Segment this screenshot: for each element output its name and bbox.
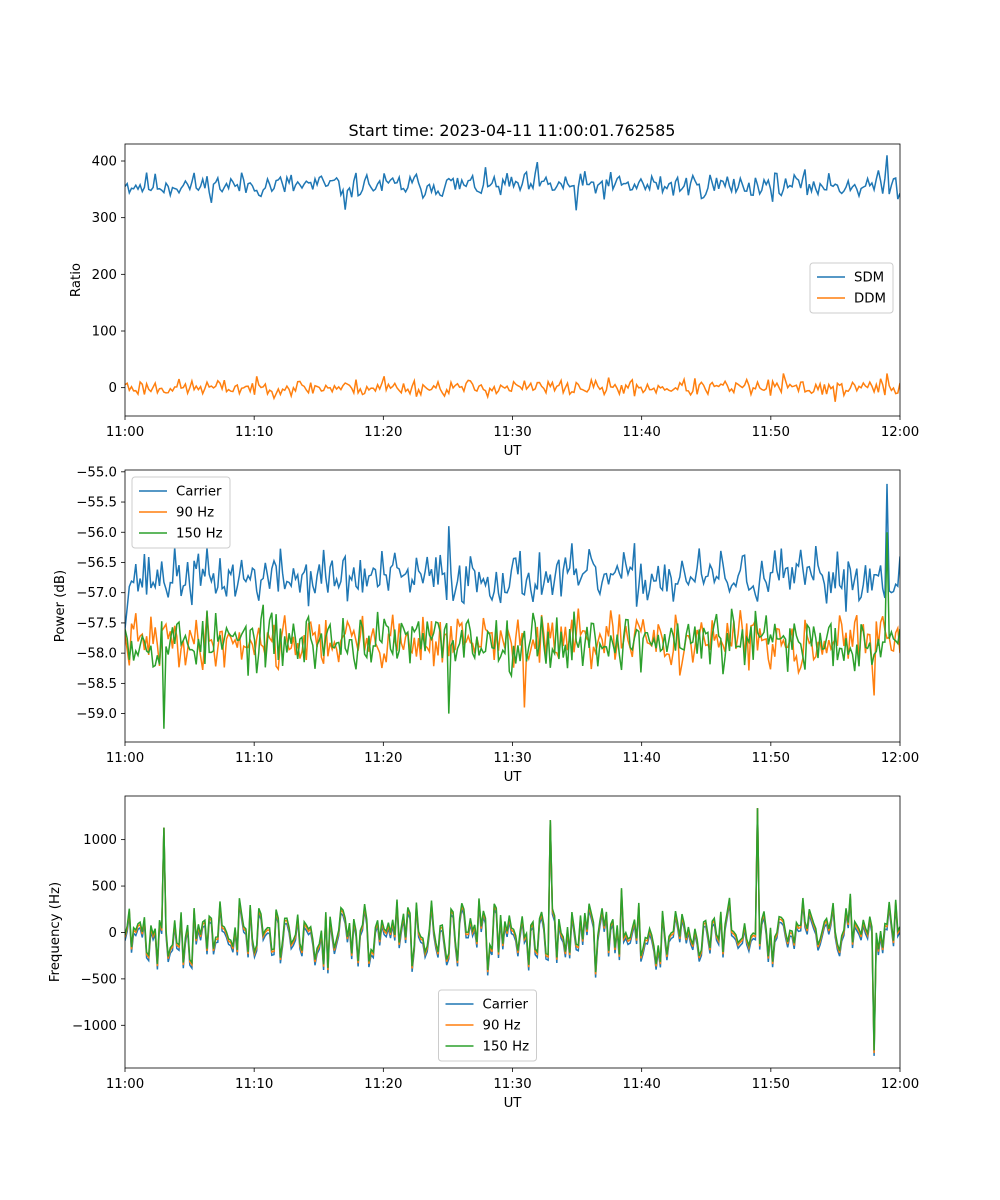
series-line-sdm	[125, 155, 900, 211]
y-tick-label: −58.5	[76, 677, 117, 692]
figure-title: Start time: 2023-04-11 11:00:01.762585	[349, 121, 676, 140]
x-tick-label: 11:30	[493, 751, 531, 766]
legend-label: 90 Hz	[176, 506, 214, 521]
x-tick-label: 11:30	[493, 1077, 531, 1092]
y-tick-label: 1000	[83, 833, 117, 848]
legend-label: Carrier	[483, 998, 529, 1013]
series-group	[125, 155, 900, 402]
x-axis-label: UT	[504, 1096, 523, 1111]
y-tick-label: 200	[92, 268, 117, 283]
y-tick-label: −55.0	[76, 465, 117, 480]
x-tick-label: 11:20	[364, 1077, 402, 1092]
x-tick-label: 11:10	[235, 751, 273, 766]
legend-box	[131, 476, 231, 549]
x-tick-label: 11:40	[623, 751, 661, 766]
x-tick-label: 12:00	[881, 425, 919, 440]
y-tick-label: −500	[80, 972, 117, 987]
y-tick-label: −59.0	[76, 707, 117, 722]
y-tick-label: 100	[92, 325, 117, 340]
x-tick-label: 11:30	[493, 425, 531, 440]
legend: SDM DDM	[809, 262, 894, 314]
legend-box	[438, 989, 537, 1062]
x-tick-label: 11:40	[623, 425, 661, 440]
panel-1: 11:00 11:10 11:20 11:30 11:40 11:50 12:00 0 100 2…	[69, 143, 919, 459]
y-tick-label: −56.0	[76, 526, 117, 541]
y-axis-label: Frequency (Hz)	[48, 882, 63, 982]
x-tick-label: 11:20	[364, 751, 402, 766]
series-group	[125, 808, 900, 1056]
x-tick-label: 11:10	[235, 425, 273, 440]
x-tick-label: 11:40	[623, 1077, 661, 1092]
x-tick-label: 12:00	[881, 751, 919, 766]
series-group	[125, 483, 900, 729]
x-tick-label: 11:00	[106, 751, 144, 766]
legend-label: DDM	[854, 292, 886, 307]
series-line-150-hz	[125, 532, 900, 729]
legend-box	[809, 262, 894, 314]
y-tick-label: 400	[92, 155, 117, 170]
x-axis-label: UT	[504, 444, 523, 459]
y-tick-label: −1000	[72, 1019, 117, 1034]
x-tick-label: 11:00	[106, 1077, 144, 1092]
y-tick-label: −55.5	[76, 496, 117, 511]
y-tick-label: 300	[92, 211, 117, 226]
panels: 11:00 11:10 11:20 11:30 11:40 11:50 12:00 0 100 2…	[48, 143, 919, 1111]
x-tick-label: 12:00	[881, 1077, 919, 1092]
x-tick-label: 11:10	[235, 1077, 273, 1092]
y-tick-label: −56.5	[76, 556, 117, 571]
y-tick-label: 0	[109, 926, 117, 941]
legend-label: 150 Hz	[176, 527, 223, 542]
series-line-ddm	[125, 373, 900, 402]
y-tick-label: 500	[92, 880, 117, 895]
x-tick-label: 11:00	[106, 425, 144, 440]
x-tick-label: 11:50	[752, 751, 790, 766]
y-tick-label: −57.5	[76, 616, 117, 631]
legend-label: 150 Hz	[483, 1040, 530, 1055]
y-tick-label: −58.0	[76, 647, 117, 662]
x-tick-label: 11:50	[752, 1077, 790, 1092]
legend: Carrier 90 Hz 150 Hz	[131, 476, 231, 549]
panel-3: 11:00 11:10 11:20 11:30 11:40 11:50 12:00 −1000…	[48, 795, 919, 1111]
x-tick-label: 11:20	[364, 425, 402, 440]
legend: Carrier 90 Hz 150 Hz	[438, 989, 537, 1062]
y-tick-label: −57.0	[76, 586, 117, 601]
y-tick-label: 0	[109, 381, 117, 396]
panel-2: 11:00 11:10 11:20 11:30 11:40 11:50 12:00 −59.0…	[53, 465, 919, 785]
x-tick-label: 11:50	[752, 425, 790, 440]
axes-frame	[124, 469, 901, 743]
legend-label: SDM	[854, 271, 884, 286]
series-line-carrier	[125, 483, 900, 630]
y-axis-label: Ratio	[69, 263, 84, 297]
y-axis-label: Power (dB)	[53, 570, 68, 642]
legend-label: 90 Hz	[483, 1019, 521, 1034]
legend-label: Carrier	[176, 485, 222, 500]
series-line-150-hz	[125, 808, 900, 1051]
x-axis-label: UT	[504, 770, 523, 785]
